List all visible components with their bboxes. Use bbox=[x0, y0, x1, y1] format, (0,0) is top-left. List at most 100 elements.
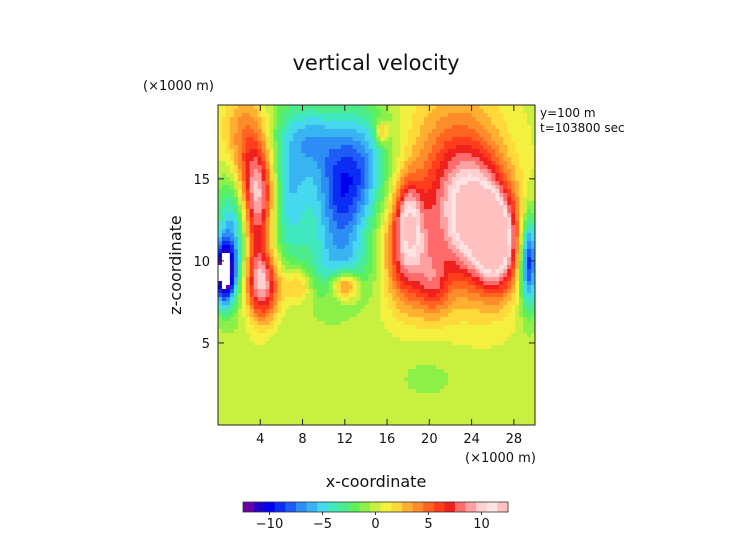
heatmap-cell bbox=[404, 253, 409, 258]
heatmap-cell bbox=[408, 129, 413, 134]
heatmap-cell bbox=[404, 277, 409, 282]
heatmap-cell bbox=[479, 297, 484, 302]
heatmap-cell bbox=[491, 277, 496, 282]
heatmap-cell bbox=[428, 241, 433, 246]
heatmap-cell bbox=[321, 221, 326, 226]
heatmap-cell bbox=[348, 281, 354, 286]
heatmap-cell bbox=[447, 129, 453, 134]
heatmap-cell bbox=[428, 213, 433, 218]
heatmap-cell bbox=[348, 225, 354, 230]
heatmap-cell bbox=[317, 181, 322, 186]
heatmap-cell bbox=[233, 141, 239, 146]
heatmap-cell bbox=[356, 289, 362, 294]
heatmap-cell bbox=[269, 133, 274, 138]
heatmap-cell bbox=[245, 341, 251, 346]
heatmap-cell bbox=[317, 125, 322, 130]
heatmap-cell bbox=[229, 297, 235, 302]
heatmap-cell bbox=[431, 201, 437, 206]
heatmap-cell bbox=[519, 145, 524, 150]
heatmap-cell bbox=[364, 169, 369, 174]
heatmap-cell bbox=[420, 317, 425, 322]
heatmap-cell bbox=[459, 305, 465, 310]
heatmap-cell bbox=[301, 117, 306, 122]
heatmap-cell bbox=[519, 317, 524, 322]
heatmap-cell bbox=[515, 241, 520, 246]
heatmap-cell bbox=[416, 209, 421, 214]
heatmap-cell bbox=[527, 245, 532, 250]
heatmap-cell bbox=[245, 241, 251, 246]
heatmap-cell bbox=[384, 277, 389, 282]
heatmap-cell bbox=[459, 141, 465, 146]
heatmap-cell bbox=[487, 165, 492, 170]
heatmap-cell bbox=[459, 181, 465, 186]
heatmap-cell bbox=[285, 213, 290, 218]
heatmap-cell bbox=[352, 197, 358, 202]
heatmap-cell bbox=[495, 289, 500, 294]
heatmap-cell bbox=[531, 121, 536, 126]
heatmap-cell bbox=[281, 241, 286, 246]
heatmap-cell bbox=[336, 205, 342, 210]
heatmap-cell bbox=[237, 201, 243, 206]
heatmap-cell bbox=[281, 145, 286, 150]
heatmap-cell bbox=[253, 281, 259, 286]
heatmap-cell bbox=[221, 213, 227, 218]
heatmap-cell bbox=[225, 309, 231, 314]
heatmap-cell bbox=[443, 133, 449, 138]
heatmap-cell bbox=[491, 257, 496, 262]
heatmap-cell bbox=[435, 201, 441, 206]
heatmap-cell bbox=[285, 149, 290, 154]
heatmap-cell bbox=[328, 153, 334, 158]
heatmap-cell bbox=[483, 285, 488, 290]
heatmap-cell bbox=[499, 225, 504, 230]
heatmap-cell bbox=[317, 185, 322, 190]
heatmap-cell bbox=[515, 201, 520, 206]
heatmap-cell bbox=[293, 337, 298, 342]
heatmap-cell bbox=[396, 177, 401, 182]
heatmap-cell bbox=[527, 241, 532, 246]
heatmap-cell bbox=[281, 249, 286, 254]
heatmap-cell bbox=[519, 273, 524, 278]
heatmap-cell bbox=[451, 129, 457, 134]
heatmap-cell bbox=[479, 217, 484, 222]
heatmap-cell bbox=[241, 169, 247, 174]
heatmap-cell bbox=[479, 329, 484, 334]
heatmap-cell bbox=[245, 301, 251, 306]
heatmap-cell bbox=[451, 297, 457, 302]
heatmap-cell bbox=[360, 269, 366, 274]
heatmap-cell bbox=[372, 289, 377, 294]
heatmap-cell bbox=[297, 185, 302, 190]
heatmap-cell bbox=[328, 333, 334, 338]
heatmap-cell bbox=[451, 145, 457, 150]
heatmap-cell bbox=[451, 293, 457, 298]
heatmap-cell bbox=[233, 273, 239, 278]
heatmap-cell bbox=[336, 153, 342, 158]
heatmap-cell bbox=[237, 285, 243, 290]
heatmap-cell bbox=[404, 157, 409, 162]
heatmap-cell bbox=[321, 173, 326, 178]
heatmap-cell bbox=[368, 169, 373, 174]
heatmap-cell bbox=[221, 245, 227, 250]
heatmap-cell bbox=[459, 269, 465, 274]
heatmap-cell bbox=[396, 257, 401, 262]
heatmap-cell bbox=[285, 225, 290, 230]
heatmap-cell bbox=[249, 353, 255, 358]
heatmap-cell bbox=[372, 153, 377, 158]
heatmap-cell bbox=[225, 285, 231, 290]
heatmap-cell bbox=[218, 257, 223, 262]
heatmap-cell bbox=[416, 165, 421, 170]
heatmap-cell bbox=[245, 141, 251, 146]
heatmap-cell bbox=[424, 121, 429, 126]
heatmap-cell bbox=[527, 113, 532, 118]
heatmap-cell bbox=[515, 121, 520, 126]
heatmap-cell bbox=[467, 149, 472, 154]
heatmap-cell bbox=[531, 233, 536, 238]
heatmap-cell bbox=[321, 317, 326, 322]
heatmap-cell bbox=[384, 221, 389, 226]
heatmap-cell bbox=[336, 277, 342, 282]
heatmap-cell bbox=[443, 177, 449, 182]
heatmap-cell bbox=[435, 137, 441, 142]
heatmap-cell bbox=[305, 217, 310, 222]
heatmap-cell bbox=[483, 293, 488, 298]
heatmap-cell bbox=[225, 297, 231, 302]
heatmap-cell bbox=[229, 325, 235, 330]
